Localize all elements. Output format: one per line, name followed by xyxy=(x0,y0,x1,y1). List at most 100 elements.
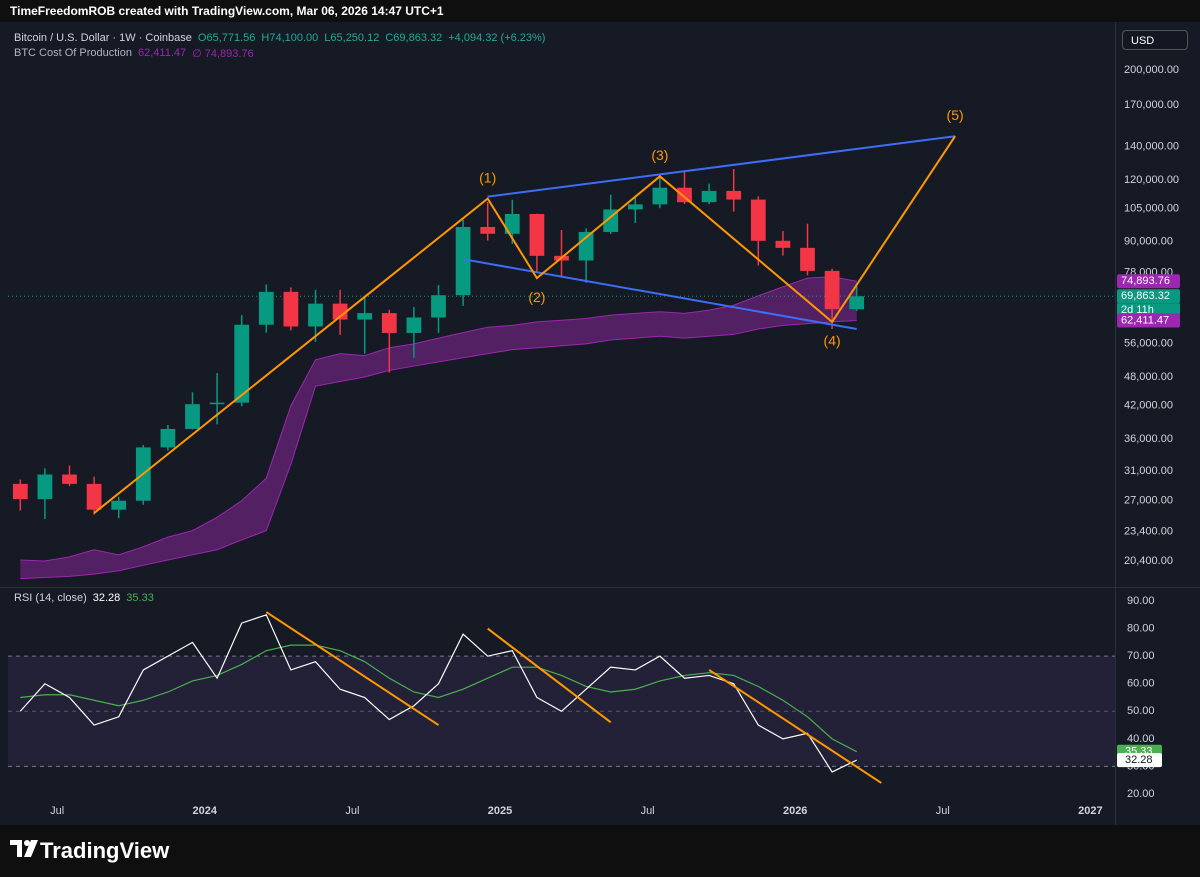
candle-body xyxy=(652,187,668,205)
candle-body xyxy=(431,295,446,318)
candle-body xyxy=(185,404,200,429)
header-title: TimeFreedomROB created with TradingView.… xyxy=(10,4,444,18)
y-tick-label: 200,000.00 xyxy=(1124,64,1179,76)
candle-body xyxy=(726,190,742,200)
candle-body xyxy=(677,187,692,203)
footer-brand: TradingView xyxy=(40,838,170,863)
candle-body xyxy=(332,303,348,320)
ohlc-value: C69,863.32 xyxy=(385,32,443,44)
candle-body xyxy=(111,500,127,510)
rsi-pane xyxy=(8,611,1115,784)
rsi-name: RSI (14, close) xyxy=(14,592,87,604)
rsi-value: 32.28 xyxy=(92,592,121,604)
ohlc-value: O65,771.56 xyxy=(197,32,256,44)
price-label: 74,893.76 xyxy=(1121,275,1170,287)
y-tick-label: 42,000.00 xyxy=(1124,400,1173,412)
trend-line xyxy=(462,258,857,330)
ohlc-value: H74,100.00 xyxy=(261,32,319,44)
y-tick-label: 48,000.00 xyxy=(1124,371,1173,383)
price-label: 62,411.47 xyxy=(1121,314,1169,326)
rsi-ma xyxy=(20,644,857,753)
rsi-label-box xyxy=(1117,753,1162,768)
logo-icon xyxy=(10,840,38,857)
price-label-box xyxy=(1117,313,1180,328)
x-tick-label: 2027 xyxy=(1078,805,1102,817)
price-label: 69,863.32 xyxy=(1121,290,1170,302)
rsi-tick-label: 60.00 xyxy=(1127,678,1155,690)
y-tick-label: 90,000.00 xyxy=(1124,236,1173,248)
price-pane: (1) (2) (3) (4) (5) xyxy=(8,107,1115,580)
candle-body xyxy=(504,213,520,234)
series-name: Bitcoin / U.S. Dollar · 1W · Coinbase xyxy=(14,32,192,44)
candle-body xyxy=(283,291,299,327)
candle-body xyxy=(800,247,815,271)
candle-body xyxy=(455,226,471,296)
candle-body xyxy=(775,240,791,248)
y-tick-label: 27,000.00 xyxy=(1124,495,1173,507)
candle-body xyxy=(86,483,102,510)
cost-band-lower xyxy=(20,320,857,580)
rsi-value: 35.33 xyxy=(126,592,154,604)
candle-body xyxy=(357,313,373,320)
y-tick-label: 36,000.00 xyxy=(1124,433,1173,445)
candle-body xyxy=(258,291,274,325)
rsi-legend: RSI (14, close) 32.28 35.33 xyxy=(14,592,154,604)
x-tick-label: 2024 xyxy=(193,805,218,817)
rsi-trend-line xyxy=(487,627,612,724)
candle-body xyxy=(209,402,225,405)
candle-body xyxy=(824,270,840,310)
rsi-tick-label: 70.00 xyxy=(1127,650,1155,662)
cost-band-upper xyxy=(20,276,857,562)
wave-label: (4) xyxy=(824,333,841,349)
candle-body xyxy=(578,231,594,261)
wave-label: (3) xyxy=(651,147,668,163)
rsi-values xyxy=(19,614,857,773)
price-legend: Bitcoin / U.S. Dollar · 1W · Coinbase O6… xyxy=(14,32,545,44)
candle-body xyxy=(62,474,77,484)
rsi-tick-label: 20.00 xyxy=(1127,788,1155,800)
y-tick-label: 170,000.00 xyxy=(1124,99,1179,111)
ohlc-value: +4,094.32 (+6.23%) xyxy=(448,32,546,44)
chart-background xyxy=(0,22,1200,825)
rsi-trend-line xyxy=(708,669,882,784)
candle-body xyxy=(234,324,250,403)
x-tick-label: Jul xyxy=(641,805,655,817)
wave-line xyxy=(93,135,956,514)
axes: 200,000.00 170,000.00 140,000.00 120,000.00… xyxy=(50,64,1180,817)
y-tick-label: 23,400.00 xyxy=(1124,525,1173,537)
y-tick-label: 140,000.00 xyxy=(1124,141,1179,153)
price-label-box xyxy=(1117,289,1180,304)
cost-value: 62,411.47 xyxy=(138,47,187,59)
currency-button[interactable]: USD xyxy=(1122,30,1188,50)
rsi-tick-label: 90.00 xyxy=(1127,595,1155,607)
countdown: 2d 11h xyxy=(1121,304,1154,316)
trend-line xyxy=(487,135,956,198)
candle-body xyxy=(849,296,865,310)
x-tick-label: Jul xyxy=(936,805,950,817)
wave-label: (5) xyxy=(947,107,964,123)
rsi-tick-label: 40.00 xyxy=(1127,733,1155,745)
cost-legend: BTC Cost Of Production 62,411.47 ∅ 74,893… xyxy=(14,47,254,60)
y-tick-label: 20,400.00 xyxy=(1124,555,1173,567)
candle-body xyxy=(750,199,766,241)
x-tick-label: 2025 xyxy=(488,805,512,817)
candle-body xyxy=(308,303,323,327)
candle-body xyxy=(160,428,176,448)
cost-band-fill xyxy=(20,276,857,579)
x-tick-label: 2026 xyxy=(783,805,807,817)
wave-label: (2) xyxy=(528,289,545,305)
ohlc-value: L65,250.12 xyxy=(324,32,380,44)
cost-value: ∅ 74,893.76 xyxy=(192,48,254,60)
wave-label: (1) xyxy=(479,169,496,185)
y-tick-label: 56,000.00 xyxy=(1124,338,1173,350)
candle-body xyxy=(627,204,643,210)
candle-body xyxy=(529,213,545,256)
rsi-tick-label: 50.00 xyxy=(1127,705,1155,717)
y-tick-label: 31,000.00 xyxy=(1124,465,1173,477)
rsi-label: 32.28 xyxy=(1125,754,1153,766)
cost-name: BTC Cost Of Production xyxy=(14,47,132,59)
rsi-trend-line xyxy=(265,611,440,726)
rsi-tick-label: 80.00 xyxy=(1127,622,1155,634)
